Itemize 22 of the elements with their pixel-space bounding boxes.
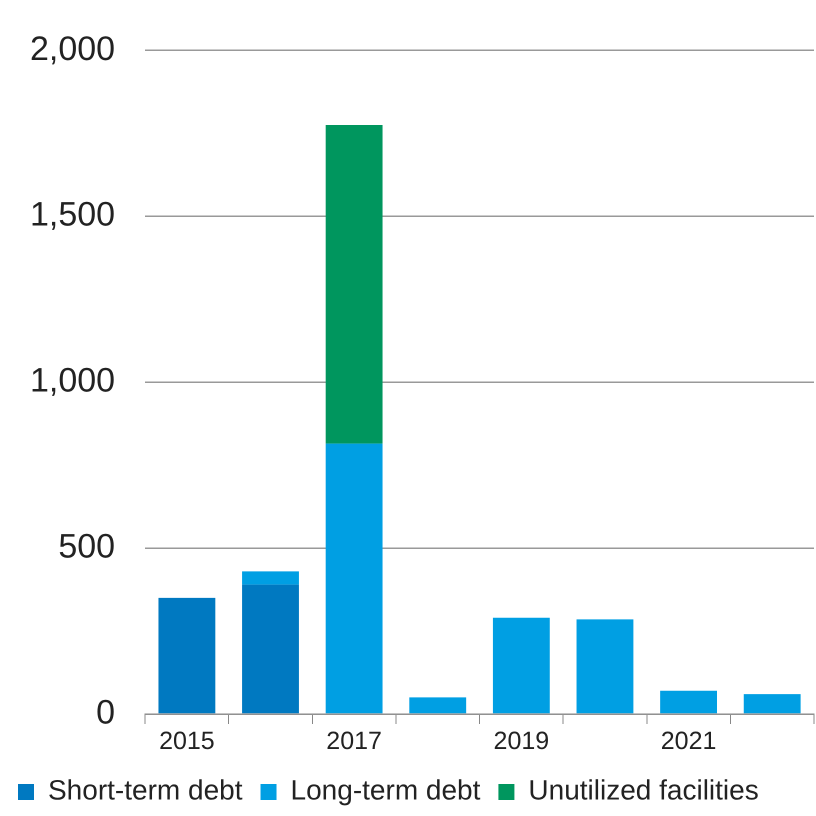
bar bbox=[242, 571, 299, 585]
y-tick-label: 1,000 bbox=[30, 362, 116, 400]
y-tick-label: 0 bbox=[96, 693, 116, 732]
bar bbox=[158, 598, 216, 714]
bar bbox=[492, 618, 550, 714]
y-tick-label: 1,500 bbox=[30, 196, 116, 234]
y-tick-label: 500 bbox=[58, 527, 116, 566]
bar bbox=[326, 125, 383, 444]
x-tick-label: 2021 bbox=[660, 726, 716, 755]
x-tick-label: 2017 bbox=[326, 726, 382, 755]
bar bbox=[744, 694, 801, 714]
bar bbox=[326, 444, 383, 714]
legend-label: Short-term debt bbox=[48, 774, 243, 806]
bar bbox=[409, 697, 466, 714]
y-tick-label: 2,000 bbox=[30, 30, 116, 68]
bar bbox=[242, 584, 299, 714]
bar bbox=[576, 619, 634, 714]
x-tick-label: 2019 bbox=[494, 726, 550, 755]
legend-label: Unutilized facilities bbox=[528, 774, 759, 806]
x-tick-label: 2015 bbox=[159, 726, 215, 755]
bar bbox=[660, 690, 718, 714]
legend-label: Long-term debt bbox=[290, 774, 481, 806]
